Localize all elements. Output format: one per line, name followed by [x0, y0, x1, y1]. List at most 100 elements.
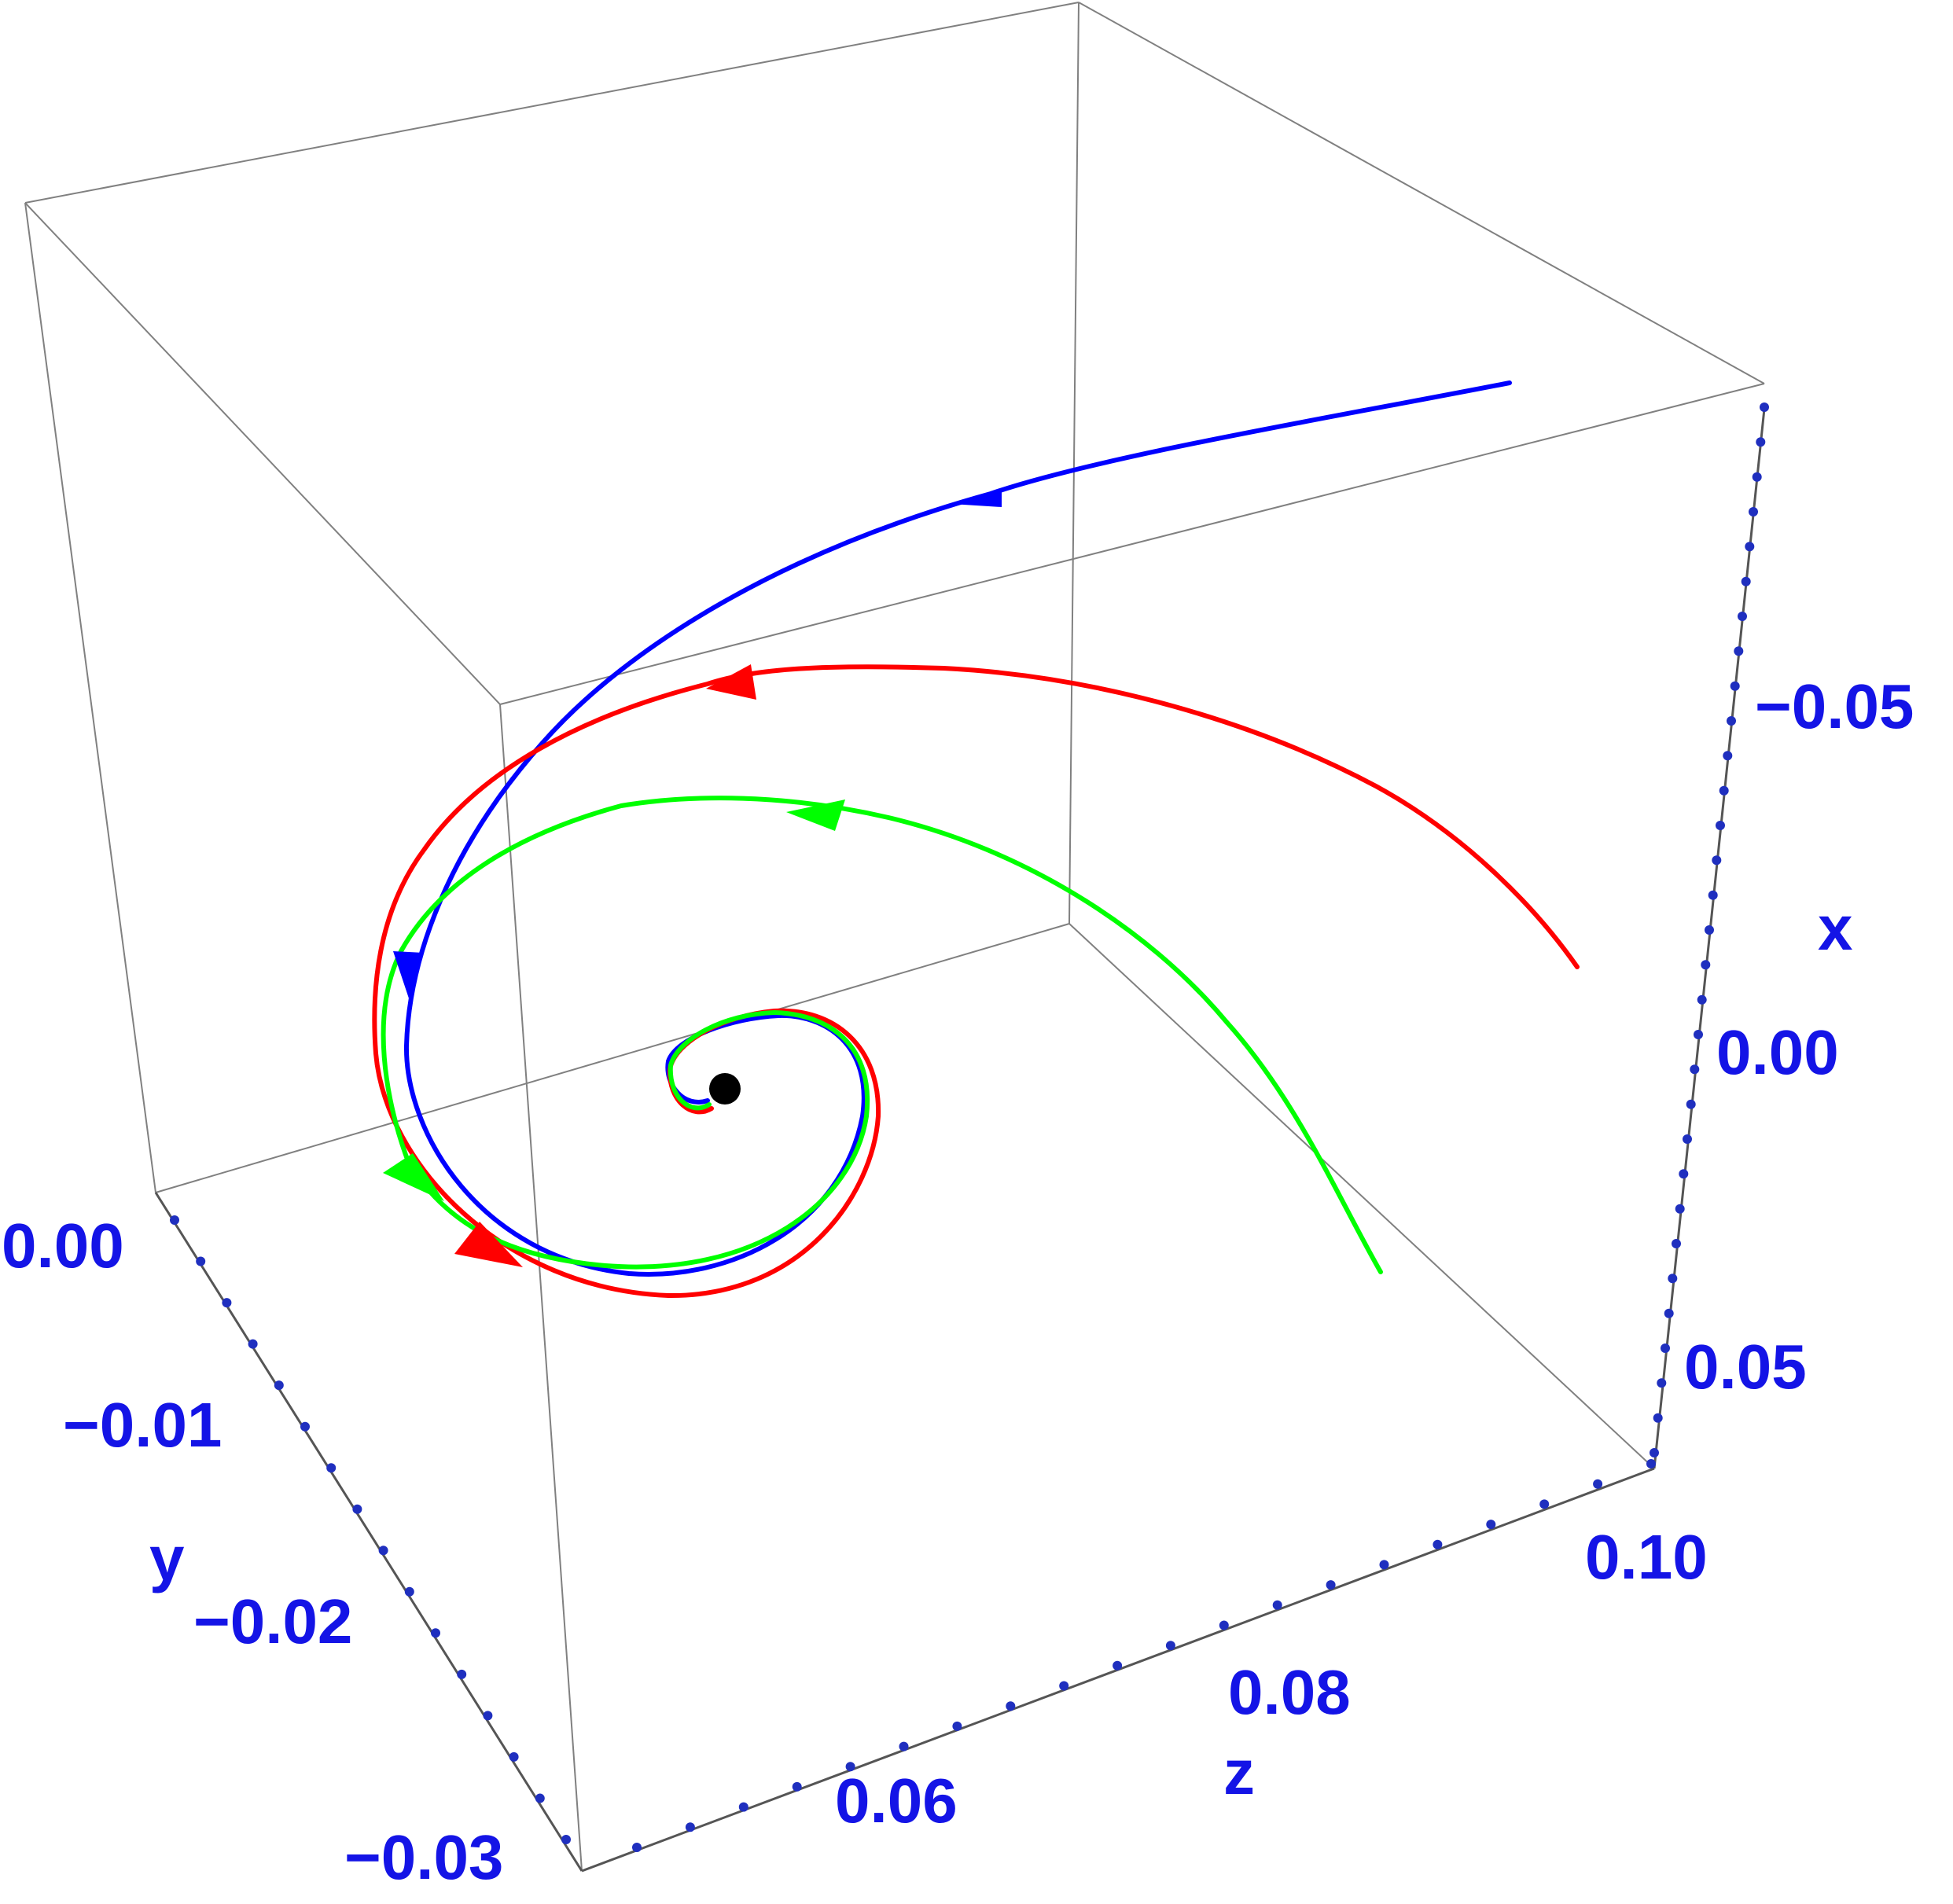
- tick-dot: [535, 1793, 545, 1803]
- tick-dot: [1379, 1560, 1389, 1570]
- y-axis: 0.00 −0.01 −0.02 −0.03 y: [2, 1192, 583, 1892]
- tick-dot: [300, 1421, 310, 1432]
- arrow-red-2: [454, 1222, 523, 1267]
- tick-dot: [1646, 1459, 1656, 1468]
- trajectory-blue: [403, 380, 1512, 1277]
- tick-dot: [792, 1781, 802, 1792]
- tick-dot: [1668, 1274, 1678, 1284]
- tick-dot: [483, 1711, 493, 1721]
- x-axis: −0.05 0.00 0.05 x: [1650, 402, 1914, 1469]
- box-edge: [1078, 2, 1765, 384]
- tick-dot: [1741, 576, 1751, 586]
- tick-dot: [1694, 1030, 1703, 1039]
- tick-dot: [1708, 890, 1718, 900]
- trajectories: [372, 380, 1580, 1299]
- tick-dot: [1716, 821, 1725, 830]
- tick-dot: [1738, 612, 1747, 621]
- x-tick-label: 0.00: [1716, 1017, 1839, 1087]
- tick-dot: [1672, 1239, 1681, 1248]
- tick-dot: [1326, 1580, 1336, 1590]
- y-tick-label: −0.03: [344, 1822, 503, 1892]
- x-axis-tick-marks: [1650, 402, 1769, 1457]
- box-edge: [24, 202, 156, 1193]
- tick-dot: [1705, 925, 1714, 935]
- tick-dot: [1664, 1308, 1674, 1318]
- y-tick-label: −0.01: [63, 1390, 222, 1460]
- tick-dot: [1593, 1479, 1603, 1489]
- tick-dot: [1752, 472, 1762, 482]
- box-edge: [24, 202, 501, 705]
- arrow-blue-1: [951, 489, 1002, 507]
- tick-dot: [1219, 1620, 1229, 1630]
- box-edge: [499, 704, 583, 1872]
- tick-dot: [1719, 785, 1729, 796]
- y-tick-label: 0.00: [2, 1211, 124, 1281]
- box-edge: [1068, 2, 1079, 924]
- tick-dot: [1653, 1413, 1663, 1423]
- tick-dot: [1712, 855, 1722, 866]
- y-axis-line: [154, 1192, 583, 1872]
- tick-dot: [1272, 1600, 1282, 1610]
- tick-dot: [1723, 751, 1733, 761]
- tick-dot: [457, 1669, 467, 1679]
- tick-dot: [326, 1463, 337, 1473]
- trajectory-green: [381, 796, 1383, 1274]
- tick-dot: [431, 1628, 440, 1638]
- tick-dot: [1727, 716, 1736, 726]
- tick-dot: [1749, 507, 1758, 516]
- tick-dot: [352, 1504, 362, 1514]
- tick-dot: [952, 1721, 962, 1731]
- tick-dot: [1165, 1641, 1175, 1651]
- tick-dot: [1006, 1701, 1016, 1711]
- arrow-red-1: [706, 664, 756, 700]
- y-axis-tick-marks: [170, 1215, 571, 1844]
- tick-dot: [1760, 402, 1769, 412]
- tick-dot: [1683, 1134, 1692, 1144]
- z-tick-label: 0.06: [835, 1766, 958, 1836]
- tick-dot: [1679, 1169, 1689, 1179]
- tick-dot: [1059, 1681, 1069, 1691]
- tick-dot: [196, 1256, 206, 1266]
- z-axis: 0.06 0.08 0.10 z: [581, 1459, 1708, 1873]
- tick-dot: [1486, 1520, 1496, 1530]
- tick-dot: [1690, 1064, 1700, 1075]
- tick-dot: [1113, 1660, 1123, 1671]
- tick-dot: [170, 1215, 179, 1225]
- z-axis-label: z: [1223, 1737, 1255, 1807]
- tick-dot: [1433, 1539, 1443, 1549]
- tick-dot: [1701, 960, 1711, 970]
- tick-dot: [274, 1380, 284, 1391]
- tick-dot: [632, 1843, 642, 1852]
- x-tick-label: −0.05: [1755, 671, 1914, 741]
- tick-dot: [222, 1298, 232, 1308]
- tick-dot: [509, 1751, 519, 1762]
- tick-dot: [1539, 1499, 1550, 1509]
- y-axis-label: y: [149, 1524, 185, 1593]
- arrow-blue-2: [393, 951, 424, 998]
- tick-dot: [1730, 681, 1740, 691]
- arrow-green-2: [383, 1153, 444, 1201]
- tick-dot: [738, 1802, 748, 1812]
- x-tick-label: 0.05: [1684, 1332, 1807, 1402]
- tick-dot: [685, 1822, 695, 1832]
- tick-dot: [1661, 1343, 1670, 1353]
- tick-dot: [561, 1835, 571, 1844]
- tick-dot: [1686, 1099, 1696, 1109]
- equilibrium-point: [709, 1073, 741, 1105]
- tick-dot: [1734, 646, 1744, 656]
- z-axis-tick-marks: [632, 1459, 1656, 1852]
- z-tick-label: 0.08: [1228, 1657, 1351, 1727]
- box-edge: [499, 383, 1765, 705]
- plot-box: [24, 2, 1765, 1872]
- tick-dot: [378, 1546, 388, 1556]
- tick-dot: [1756, 437, 1766, 447]
- tick-dot: [1657, 1378, 1667, 1388]
- x-axis-label: x: [1818, 893, 1853, 963]
- z-tick-label: 0.10: [1585, 1522, 1708, 1592]
- tick-dot: [248, 1339, 258, 1349]
- arrow-green-1: [786, 799, 845, 831]
- tick-dot: [1697, 994, 1707, 1005]
- trajectory-red: [372, 664, 1580, 1299]
- tick-dot: [1675, 1204, 1685, 1214]
